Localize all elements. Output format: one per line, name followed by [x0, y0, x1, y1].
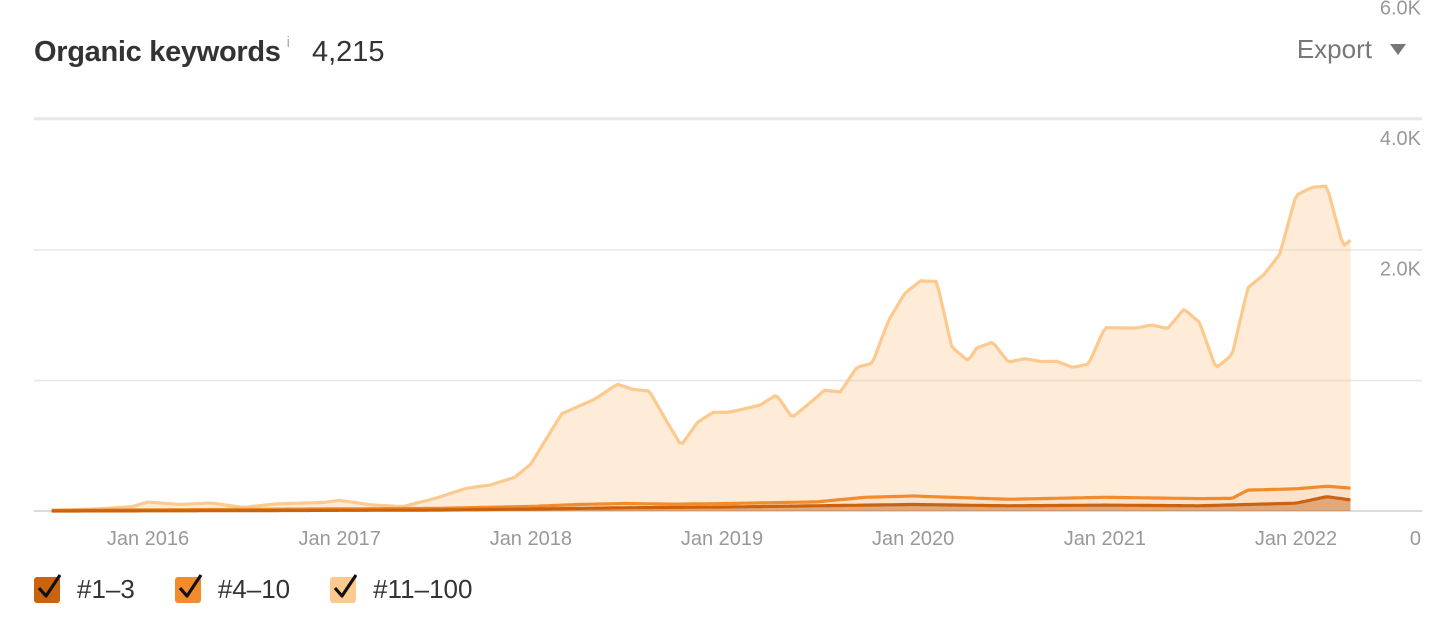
- checkmark-icon: [178, 573, 203, 598]
- caret-down-icon: [1390, 44, 1406, 55]
- chart-header: Organic keywords i 4,215: [34, 30, 385, 74]
- legend-checkbox-11-100[interactable]: [330, 573, 358, 603]
- legend-item-11-100[interactable]: #11–100: [330, 573, 473, 605]
- export-label: Export: [1296, 34, 1372, 64]
- series-line: [51, 495, 1351, 513]
- x-tick-label: Jan 2018: [490, 528, 572, 550]
- y-tick-label: 0: [1410, 528, 1421, 550]
- legend-checkbox-top3[interactable]: [34, 573, 62, 603]
- legend-label-top3: #1–3: [77, 574, 135, 604]
- info-icon[interactable]: i: [286, 33, 290, 51]
- y-tick-label: 2.0K: [1380, 259, 1422, 281]
- chart-title: Organic keywords: [34, 35, 281, 68]
- y-tick-label: 6.0K: [1380, 0, 1422, 20]
- series-area: [51, 496, 1351, 511]
- keywords-area-chart: 0 2.0K 4.0K 6.0K Jan 2016 Jan 2017 Jan 2018 Jan…: [34, 0, 1422, 550]
- x-tick-label: Jan 2022: [1255, 528, 1337, 550]
- export-button[interactable]: Export: [1297, 34, 1406, 65]
- legend-item-4-10[interactable]: #4–10: [174, 573, 291, 605]
- x-tick-label: Jan 2021: [1064, 528, 1146, 550]
- y-tick-label: 4.0K: [1380, 128, 1422, 150]
- series-areas: [51, 184, 1352, 513]
- checkmark-icon: [333, 573, 358, 598]
- legend-label-4-10: #4–10: [217, 574, 291, 604]
- legend-checkbox-4-10[interactable]: [174, 573, 203, 603]
- x-tick-label: Jan 2017: [299, 528, 381, 550]
- axis-ticks: 0 2.0K 4.0K 6.0K Jan 2016 Jan 2017 Jan 2018 Jan…: [107, 0, 1422, 550]
- x-tick-label: Jan 2016: [107, 528, 189, 550]
- x-tick-label: Jan 2020: [872, 528, 954, 550]
- checkmark-icon: [37, 573, 62, 598]
- chart-legend: #1–3 #4–10 #11–100: [34, 573, 512, 605]
- legend-item-top3[interactable]: #1–3: [34, 573, 135, 605]
- x-tick-label: Jan 2019: [681, 528, 763, 550]
- legend-label-11-100: #11–100: [373, 574, 473, 604]
- series-line: [51, 184, 1352, 512]
- series-area: [51, 186, 1351, 511]
- keyword-count: 4,215: [311, 35, 385, 68]
